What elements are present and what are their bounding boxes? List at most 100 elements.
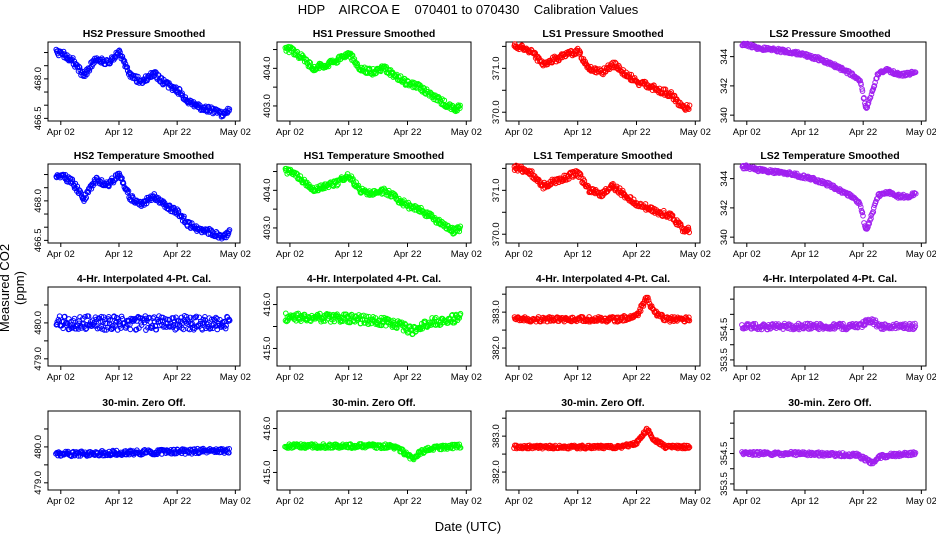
data-point xyxy=(668,89,675,95)
data-point xyxy=(84,68,91,74)
data-point xyxy=(226,106,233,112)
data-point xyxy=(456,441,463,448)
data-point xyxy=(350,314,356,321)
data-point xyxy=(121,58,128,64)
y-tick-label: 383.0 xyxy=(491,424,502,448)
page-title: HDP AIRCOA E 070401 to 070430 Calibratio… xyxy=(297,2,639,17)
panel-ls1-4pt: 4-Hr. Interpolated 4-Pt. Cal. Apr 02 Apr 1… xyxy=(491,273,711,383)
plot-frame xyxy=(47,163,241,244)
x-tick-label: Apr 12 xyxy=(564,127,592,138)
y-tick-label: 354.5 xyxy=(719,442,730,466)
data-point xyxy=(207,325,214,332)
data-point xyxy=(66,57,72,64)
panel-hs2-zero: 30-min. Zero Off. Apr 02 Apr 12 Apr 22 May 0… xyxy=(33,397,251,507)
data-point xyxy=(125,321,131,328)
x-tick-label: Apr 02 xyxy=(505,127,533,138)
panel-ls1-zero: 30-min. Zero Off. Apr 02 Apr 12 Apr 22 May 0… xyxy=(491,397,711,507)
x-tick-label: May 02 xyxy=(220,372,251,383)
data-point xyxy=(637,308,644,314)
data-point xyxy=(865,224,871,230)
data-point xyxy=(98,323,104,330)
panel-title: LS1 Pressure Smoothed xyxy=(542,28,663,40)
data-point xyxy=(852,324,858,331)
x-tick-label: Apr 02 xyxy=(47,496,75,507)
x-tick-label: Apr 22 xyxy=(623,127,651,138)
x-tick-label: Apr 02 xyxy=(276,249,304,260)
x-tick-label: Apr 02 xyxy=(505,496,533,507)
panel-hs1-4pt: 4-Hr. Interpolated 4-Pt. Cal. Apr 02 Apr 1… xyxy=(262,273,482,383)
data-points xyxy=(53,313,233,333)
y-tick-label: 416.0 xyxy=(262,293,273,317)
data-point xyxy=(858,204,864,210)
data-points xyxy=(511,162,693,236)
y-tick-label: 468.0 xyxy=(33,189,44,213)
data-point xyxy=(226,317,233,324)
data-point xyxy=(457,102,463,109)
data-points xyxy=(53,445,232,460)
data-point xyxy=(457,223,464,230)
x-tick-label: Apr 02 xyxy=(47,127,75,138)
y-tick-label: 382.0 xyxy=(491,336,502,360)
data-point xyxy=(626,71,633,78)
x-tick-label: Apr 12 xyxy=(105,249,133,260)
panel-hs1-temperature: HS1 Temperature Smoothed Apr 02 Apr 12 Apr … xyxy=(262,150,482,260)
data-point xyxy=(214,315,220,322)
x-tick-label: Apr 12 xyxy=(105,127,133,138)
data-point xyxy=(354,61,361,68)
panel-title: 4-Hr. Interpolated 4-Pt. Cal. xyxy=(307,273,441,285)
data-point xyxy=(577,171,584,178)
data-points xyxy=(511,41,693,113)
panel-ls2-temperature: LS2 Temperature Smoothed Apr 02 Apr 12 Apr … xyxy=(719,150,936,260)
data-point xyxy=(859,86,865,92)
plot-frame xyxy=(505,163,701,244)
data-point xyxy=(225,230,232,237)
x-tick-label: May 02 xyxy=(906,496,936,507)
x-tick-label: Apr 12 xyxy=(564,249,592,260)
data-point xyxy=(193,101,200,107)
x-tick-label: May 02 xyxy=(680,496,711,507)
data-point xyxy=(127,326,134,333)
panel-title: 4-Hr. Interpolated 4-Pt. Cal. xyxy=(77,273,211,285)
data-point xyxy=(119,53,126,60)
y-tick-label: 354.5 xyxy=(719,318,730,342)
x-tick-label: Apr 22 xyxy=(163,372,191,383)
x-tick-label: Apr 12 xyxy=(335,249,363,260)
data-point xyxy=(686,444,693,451)
x-tick-label: Apr 22 xyxy=(394,496,422,507)
panel-ls2-zero: 30-min. Zero Off. Apr 02 Apr 12 Apr 22 May 0… xyxy=(719,397,936,507)
data-point xyxy=(614,183,620,190)
panel-title: HS2 Temperature Smoothed xyxy=(74,150,214,162)
data-point xyxy=(317,310,323,317)
x-tick-label: May 02 xyxy=(680,127,711,138)
data-point xyxy=(685,226,692,233)
data-point xyxy=(120,56,127,63)
data-point xyxy=(912,320,918,327)
data-point xyxy=(307,59,314,66)
panel-ls2-4pt: 4-Hr. Interpolated 4-Pt. Cal. Apr 02 Apr 1… xyxy=(719,273,936,383)
y-tick-label: 340 xyxy=(719,107,730,123)
x-tick-label: Apr 02 xyxy=(47,372,75,383)
data-point xyxy=(686,314,692,321)
data-point xyxy=(456,228,463,235)
y-tick-label: 479.0 xyxy=(33,347,44,371)
data-point xyxy=(860,213,866,219)
y-tick-label: 371.0 xyxy=(491,56,502,80)
data-point xyxy=(899,73,906,79)
data-point xyxy=(136,325,142,332)
data-point xyxy=(109,326,115,333)
data-point xyxy=(829,325,836,332)
data-point xyxy=(394,325,400,331)
y-tick-label: 344 xyxy=(719,49,730,65)
data-points xyxy=(282,43,463,115)
data-point xyxy=(163,202,169,209)
x-tick-label: Apr 12 xyxy=(105,496,133,507)
data-point xyxy=(861,220,867,226)
panel-title: 30-min. Zero Off. xyxy=(102,397,186,409)
x-tick-label: Apr 12 xyxy=(791,372,819,383)
x-tick-label: May 02 xyxy=(906,127,936,138)
x-tick-label: Apr 02 xyxy=(276,372,304,383)
x-tick-label: Apr 22 xyxy=(394,127,422,138)
plot-frame xyxy=(733,41,927,122)
data-point xyxy=(179,90,185,96)
data-points xyxy=(53,170,233,242)
